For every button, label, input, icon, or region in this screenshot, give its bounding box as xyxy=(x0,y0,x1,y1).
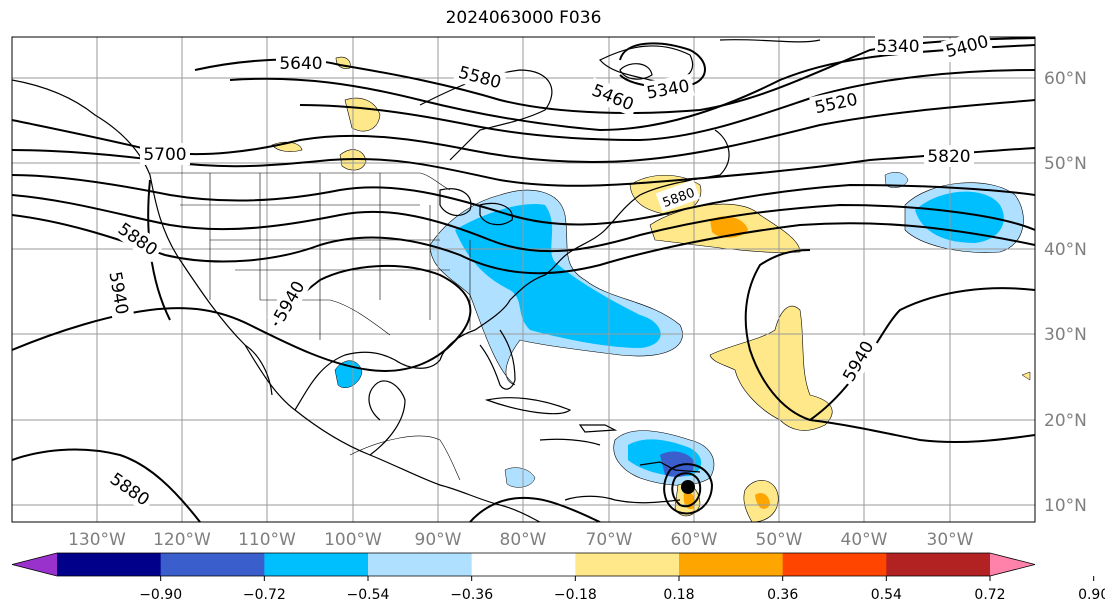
colorbar-segment xyxy=(368,553,473,576)
colorbar-segment xyxy=(160,553,265,576)
contour-label-group: 5340 5400 5460 5520 5580 5640 5700 5820 … xyxy=(103,29,994,513)
colorbar-tick-label: −0.36 xyxy=(450,587,493,603)
lon-label: 40°W xyxy=(841,530,888,550)
lon-label: 30°W xyxy=(927,530,974,550)
lat-label: 10°N xyxy=(1044,496,1087,516)
lat-label: 50°N xyxy=(1044,154,1087,174)
lat-label: 60°N xyxy=(1044,69,1087,89)
colorbar-segment xyxy=(471,553,576,576)
latitude-labels: 10°N 20°N 30°N 40°N 50°N 60°N xyxy=(1044,69,1087,516)
lon-label: 130°W xyxy=(68,530,126,550)
coastlines xyxy=(12,39,821,522)
contour-label: 5820 xyxy=(927,147,970,167)
lon-label: 120°W xyxy=(153,530,211,550)
map-frame xyxy=(11,36,1036,523)
colorbar-outline xyxy=(11,552,1036,577)
colorbar-tick-label: 0.18 xyxy=(663,587,694,603)
colorbar-tick-label: −0.90 xyxy=(139,587,182,603)
colorbar-extend-high xyxy=(990,553,1035,576)
longitude-labels: 130°W 120°W 110°W 100°W 90°W 80°W 70°W 6… xyxy=(68,530,974,550)
lon-label: 60°W xyxy=(671,530,718,550)
map-panel xyxy=(12,37,1035,522)
colorbar-extend-low xyxy=(12,553,57,576)
colorbar-segment xyxy=(782,553,887,576)
colorbar-tick-label: 0.36 xyxy=(767,587,798,603)
colorbar-tick-label: −0.18 xyxy=(554,587,597,603)
lat-label: 40°N xyxy=(1044,240,1087,260)
colorbar-tick-label: 0.72 xyxy=(974,587,1005,603)
contour-label: 5340 xyxy=(876,37,919,57)
colorbar-tick-label: −0.54 xyxy=(347,587,390,603)
colorbar-segment xyxy=(886,553,991,576)
colorbar: −0.90 −0.72 −0.54 −0.36 −0.18 0.18 0.36 0.54 0.7… xyxy=(11,552,1105,603)
colorbar-segment xyxy=(264,553,369,576)
lat-label: 20°N xyxy=(1044,411,1087,431)
lon-label: 50°W xyxy=(756,530,803,550)
map-title: 2024063000 F036 xyxy=(445,8,602,28)
contour-label: 5700 xyxy=(143,145,186,165)
lat-label: 30°N xyxy=(1044,325,1087,345)
colorbar-segment xyxy=(57,553,162,576)
colorbar-segment xyxy=(679,553,784,576)
colorbar-tick-label: 0.90 xyxy=(1078,587,1105,603)
colorbar-segment xyxy=(575,553,680,576)
lon-label: 80°W xyxy=(500,530,547,550)
colorbar-tick-label: −0.72 xyxy=(243,587,286,603)
lon-label: 90°W xyxy=(415,530,462,550)
lon-label: 70°W xyxy=(586,530,633,550)
lon-label: 110°W xyxy=(238,530,296,550)
colorbar-tick-label: 0.54 xyxy=(871,587,902,603)
contour-label: 5640 xyxy=(279,54,322,74)
lon-label: 100°W xyxy=(324,530,382,550)
